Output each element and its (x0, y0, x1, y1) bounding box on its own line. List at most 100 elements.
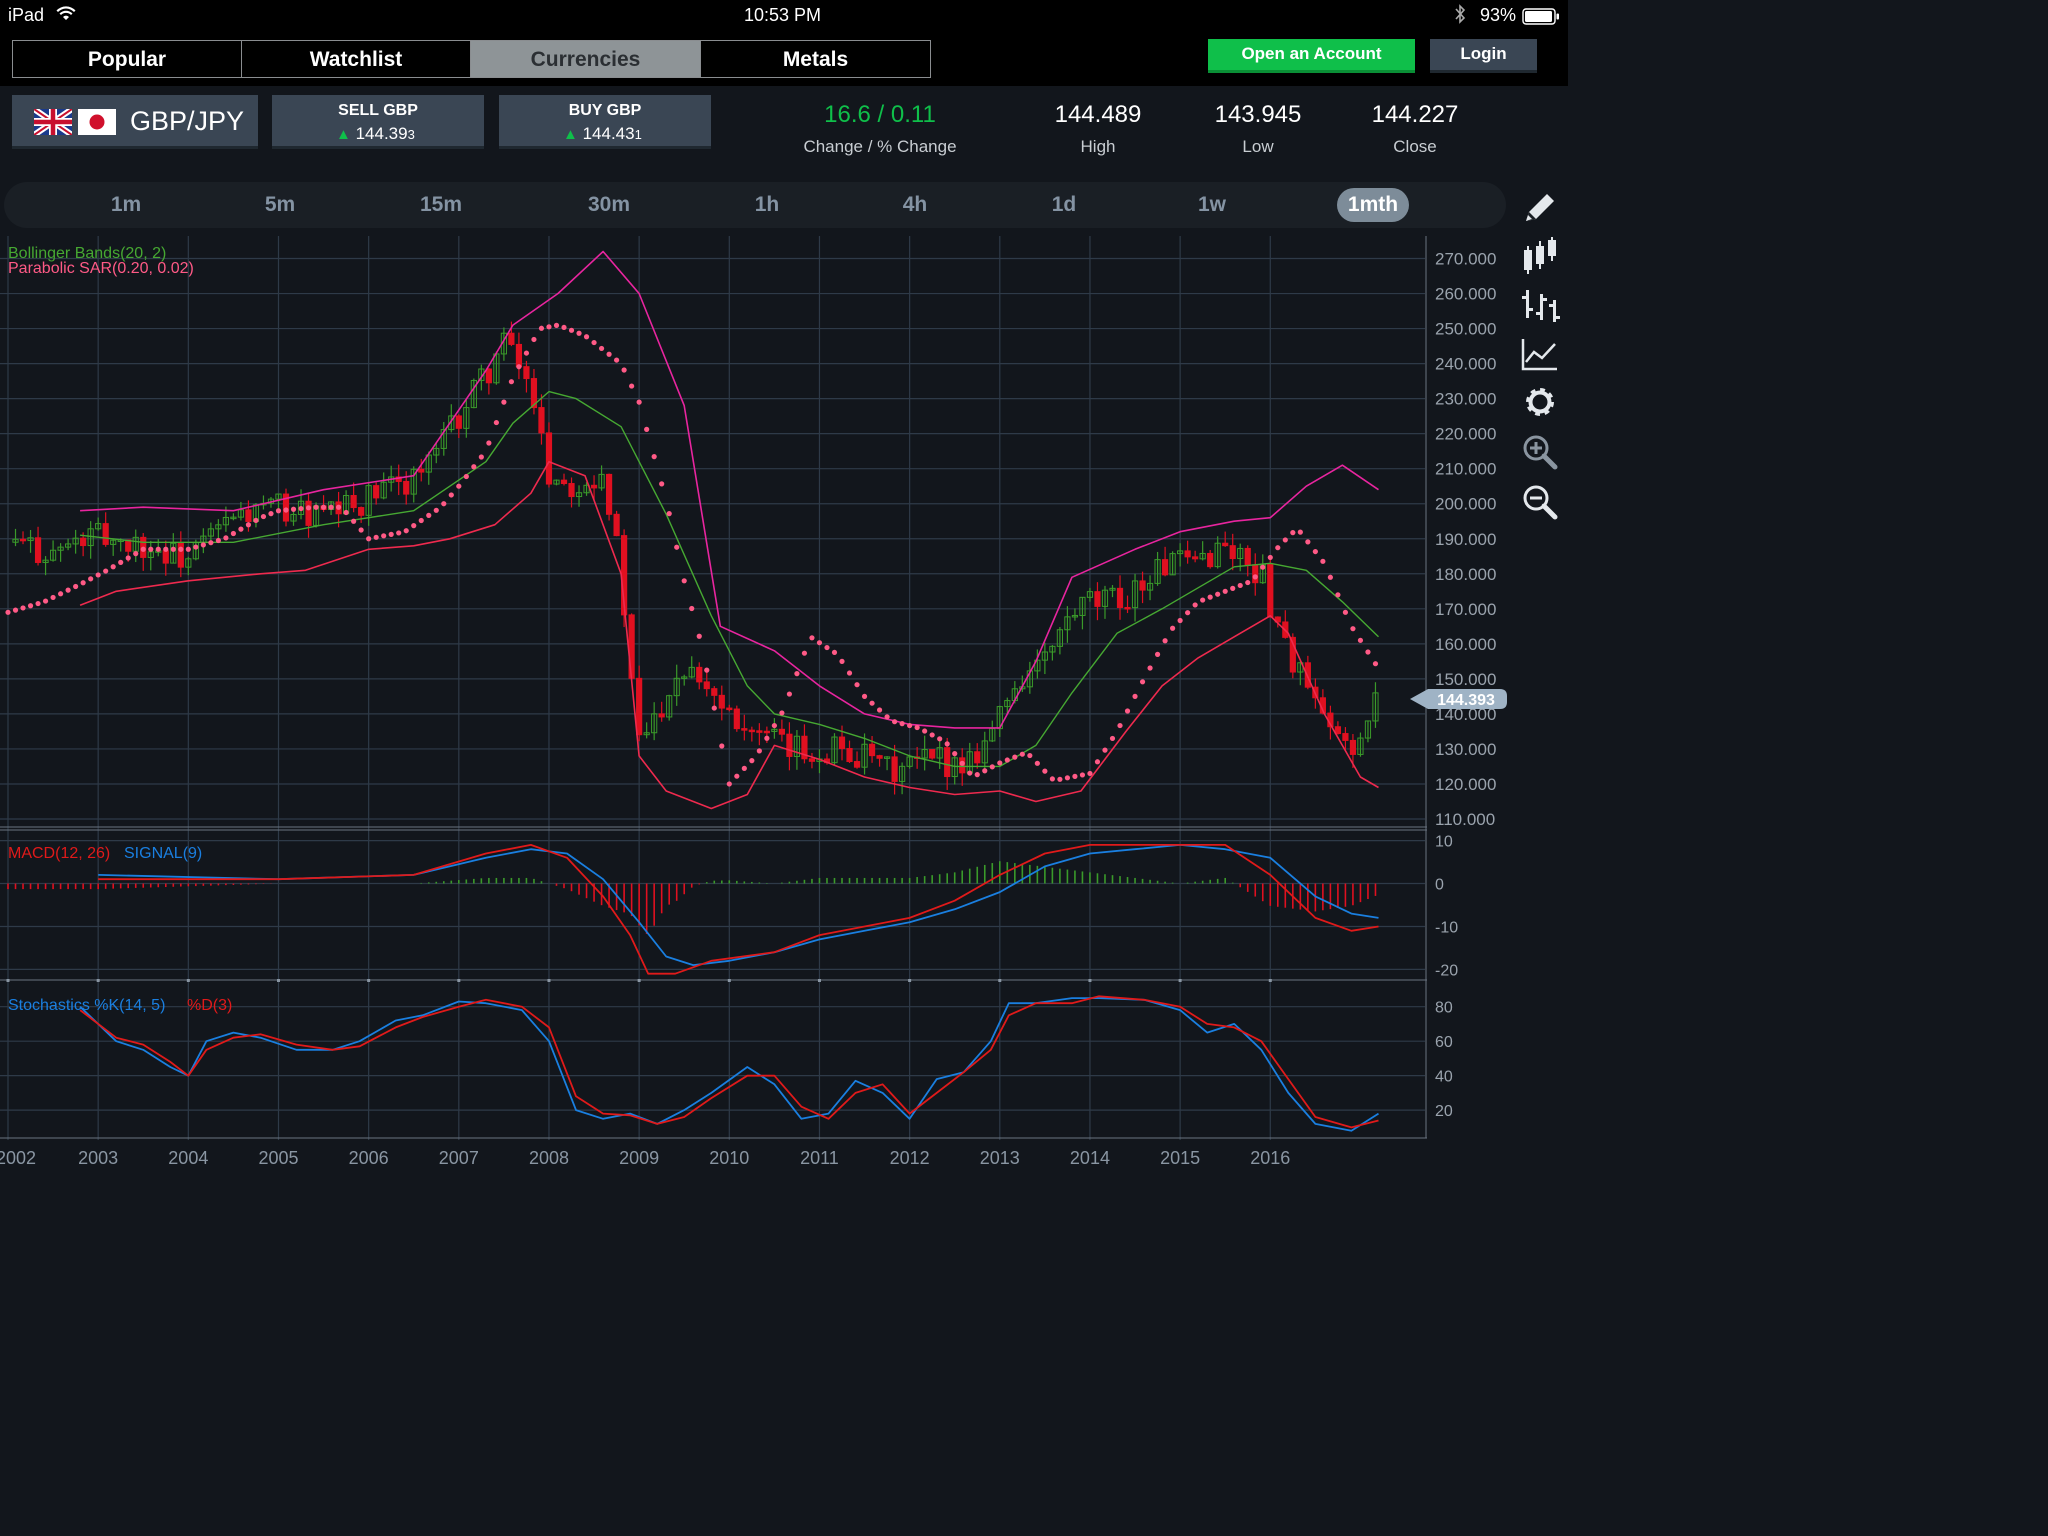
candle-body (853, 761, 861, 768)
candle-body (72, 537, 79, 545)
timeframe-1h[interactable]: 1h (754, 193, 780, 216)
line-chart-icon[interactable] (1520, 334, 1560, 374)
y-tick-label: 180.000 (1435, 565, 1496, 584)
macd-panel[interactable] (7, 844, 1379, 975)
stochastics-k-legend: Stochastics %K(14, 5) (8, 997, 165, 1014)
zoom-out-icon[interactable] (1520, 482, 1560, 522)
buy-label: BUY GBP (568, 102, 642, 119)
candle-body (1342, 733, 1349, 741)
japan-flag-icon (78, 109, 116, 140)
candle-body (222, 516, 229, 526)
candle-body (448, 415, 455, 431)
sar-dot (1245, 579, 1251, 586)
stochastics-d-line (79, 995, 1379, 1129)
timeframe-1d[interactable]: 1d (1051, 193, 1077, 216)
uk-flag-icon (32, 106, 74, 140)
timeframe-15m[interactable]: 15m (419, 193, 463, 216)
candle-body (658, 713, 665, 718)
sar-dot (1275, 545, 1281, 551)
sell-price-row: ▲ 144.393 (336, 124, 415, 144)
main-price-panel[interactable] (5, 250, 1379, 810)
sar-dot (178, 546, 184, 552)
candle-down (1304, 655, 1311, 690)
candle-down (1116, 575, 1124, 620)
macd-legend: MACD(12, 26) (8, 845, 110, 862)
sar-dot (598, 345, 605, 352)
sar-dot (749, 758, 755, 764)
candle-body (177, 542, 184, 568)
candle-body (410, 468, 417, 495)
candle-body (80, 537, 87, 547)
price-chart[interactable]: 2002 2003 2004 2005 2006 2007 2008 2009 2010 2011… (0, 236, 1568, 1176)
candle-body (718, 694, 725, 709)
pencil-icon[interactable] (1520, 188, 1560, 228)
candle-up (410, 466, 417, 503)
sar-dot (846, 670, 853, 676)
sar-dot (1335, 592, 1341, 598)
stochastics-panel[interactable] (79, 995, 1379, 1132)
timeframe-4h[interactable]: 4h (902, 193, 928, 216)
sar-dot (681, 578, 687, 584)
tab-metals[interactable]: Metals (700, 40, 931, 78)
zoom-in-icon[interactable] (1520, 432, 1560, 472)
sar-dot (876, 707, 883, 713)
candle-body (162, 550, 169, 564)
timeframe-5m[interactable]: 5m (264, 193, 296, 216)
sell-button[interactable]: SELL GBP ▲ 144.393 (272, 95, 484, 149)
instrument-selector[interactable]: GBP/JPY (12, 95, 258, 149)
tab-popular[interactable]: Popular (12, 40, 242, 78)
sar-dot (283, 507, 289, 513)
open-account-button[interactable]: Open an Account (1208, 39, 1415, 73)
ohlc-bars-icon[interactable] (1520, 284, 1560, 324)
timeframe-1m[interactable]: 1m (110, 193, 142, 216)
sar-dot (538, 325, 545, 331)
timeframe-1w[interactable]: 1w (1197, 193, 1226, 216)
sar-dot (929, 732, 935, 738)
macd-line (98, 844, 1379, 975)
settings-gear-icon[interactable] (1520, 382, 1560, 422)
timeframe-30m[interactable]: 30m (587, 193, 631, 216)
y-tick-label: 270.000 (1435, 250, 1496, 269)
candle-body (861, 743, 868, 768)
sar-dot (892, 719, 898, 725)
candle-body (275, 493, 282, 500)
close-stat: 144.227 Close (1357, 101, 1473, 157)
candle-body (786, 733, 793, 757)
candle-down (1184, 540, 1191, 564)
up-triangle-icon: ▲ (563, 126, 578, 143)
sar-dot (42, 598, 49, 604)
candle-up (65, 538, 72, 551)
sar-dot (215, 537, 221, 544)
sar-dot (1365, 649, 1371, 655)
tab-currencies[interactable]: Currencies (470, 40, 701, 78)
timeframe-1mth[interactable]: 1mth (1337, 188, 1409, 222)
sar-dot (80, 580, 86, 586)
candle-body (868, 743, 876, 757)
login-button[interactable]: Login (1430, 39, 1537, 73)
candle-up (1034, 649, 1041, 679)
candle-body (34, 537, 42, 563)
candle-down (711, 686, 718, 708)
sar-dot (335, 504, 342, 510)
candle-body (838, 736, 846, 750)
sar-dot (125, 555, 131, 561)
sar-dot (1350, 626, 1356, 632)
buy-button[interactable]: BUY GBP ▲ 144.431 (499, 95, 711, 149)
candle-down (756, 723, 763, 746)
sar-dot (1372, 661, 1379, 667)
x-tick-label: 2009 (619, 1148, 659, 1168)
candle-body (1131, 580, 1139, 609)
candle-up (1064, 606, 1071, 643)
candle-up (185, 556, 192, 576)
timeframe-bar: 1m 5m 15m 30m 1h 4h 1d 1w 1mth (4, 182, 1506, 228)
y-tick-label: 120.000 (1435, 775, 1496, 794)
x-tick-label: 2007 (439, 1148, 479, 1168)
sar-dot (659, 481, 665, 487)
candlestick-icon[interactable] (1520, 236, 1560, 276)
panel-marker (96, 979, 100, 982)
sar-dot (854, 682, 860, 688)
low-label: Low (1242, 137, 1274, 156)
tab-watchlist[interactable]: Watchlist (241, 40, 471, 78)
stoch-y-tick-label: 20 (1435, 1103, 1453, 1120)
candle-up (1357, 732, 1364, 757)
